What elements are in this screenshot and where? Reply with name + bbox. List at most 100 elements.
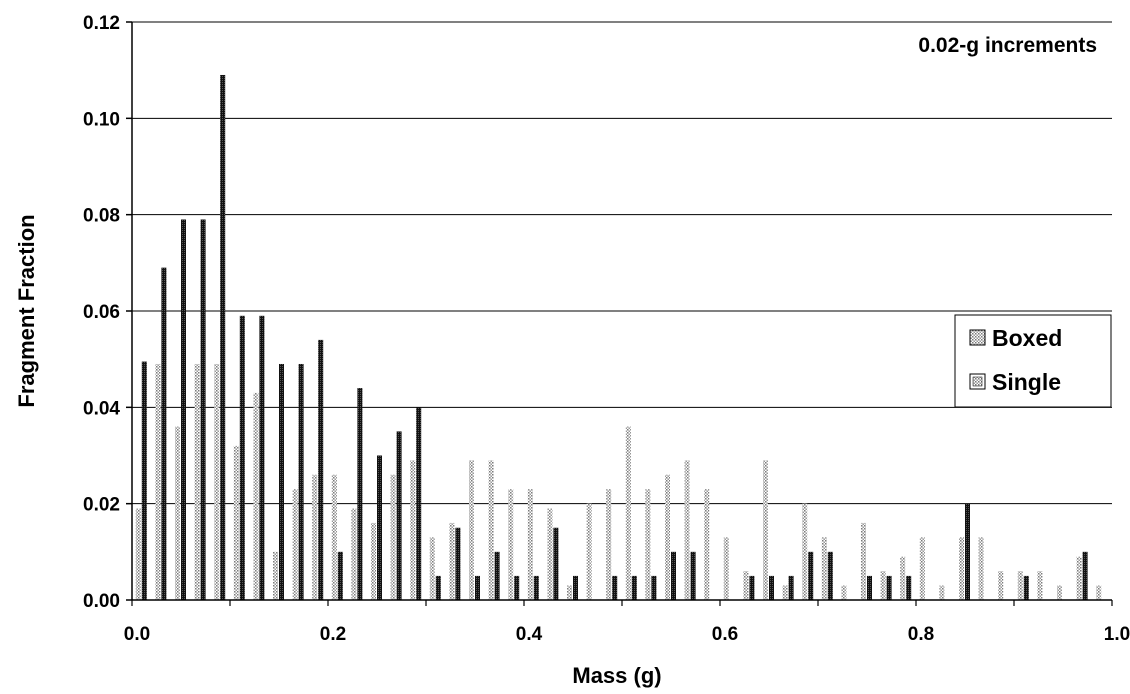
bar-boxed: [723, 537, 729, 600]
x-tick-label: 0.4: [516, 624, 543, 645]
bar-single: [357, 388, 363, 600]
bar-single: [965, 503, 970, 600]
bar-single: [181, 219, 186, 600]
bar-boxed: [900, 556, 906, 600]
bar-single: [671, 551, 676, 600]
bar-boxed: [371, 522, 376, 600]
bar-single: [141, 361, 147, 600]
bar-boxed: [645, 489, 651, 600]
x-tick-label: 0.0: [124, 624, 150, 645]
y-tick-label: 0.12: [83, 13, 120, 34]
bar-boxed: [410, 460, 416, 600]
bar-boxed: [704, 489, 710, 600]
bar-single: [220, 74, 226, 600]
legend: Boxed Single: [954, 314, 1112, 408]
bar-single: [651, 575, 657, 600]
bar-boxed: [625, 426, 631, 600]
y-tick-labels: 0.00 0.02 0.04 0.06 0.08 0.10 0.12: [83, 13, 120, 612]
bar-single: [475, 575, 480, 600]
bar-single: [161, 267, 167, 600]
increment-annotation: 0.02-g increments: [918, 34, 1097, 57]
bar-boxed: [586, 503, 592, 600]
bar-single: [377, 455, 382, 600]
grid-lines: [132, 21, 1112, 505]
bar-single: [259, 315, 265, 600]
bar-boxed: [665, 474, 670, 600]
bar-single: [279, 363, 284, 600]
bar-boxed: [841, 585, 847, 600]
bar-boxed: [1017, 571, 1023, 600]
x-tick-label: 0.2: [320, 624, 346, 645]
y-tick-label: 0.00: [83, 591, 120, 612]
y-tick-label: 0.10: [83, 109, 120, 130]
boxed-series: [135, 363, 1102, 600]
bar-single: [690, 551, 696, 600]
x-axis-title: Mass (g): [572, 663, 661, 688]
bar-boxed: [527, 489, 533, 600]
bar-single: [337, 551, 343, 600]
bar-single: [631, 575, 637, 600]
bar-boxed: [429, 537, 435, 600]
bar-boxed: [331, 474, 337, 600]
bar-boxed: [292, 489, 298, 600]
bar-boxed: [919, 537, 925, 600]
bar-single: [494, 551, 500, 600]
bar-single: [200, 219, 206, 600]
bar-boxed: [1096, 585, 1102, 600]
bar-boxed: [469, 460, 474, 600]
bar-boxed: [978, 537, 984, 600]
bar-single: [788, 575, 794, 600]
bar-single: [435, 575, 441, 600]
bar-single: [416, 407, 422, 600]
axes: [126, 21, 1113, 606]
bar-boxed: [606, 489, 612, 600]
y-tick-label: 0.02: [83, 495, 120, 516]
bar-single: [298, 363, 304, 600]
bar-single: [318, 339, 324, 600]
bar-boxed: [135, 508, 141, 600]
bar-boxed: [880, 571, 886, 600]
bar-single: [573, 575, 578, 600]
bar-boxed: [1057, 585, 1062, 600]
bar-single: [1023, 575, 1029, 600]
bar-boxed: [351, 508, 357, 600]
bar-boxed: [253, 392, 259, 600]
bar-boxed: [214, 363, 220, 600]
bar-boxed: [233, 445, 239, 600]
bar-boxed: [684, 460, 690, 600]
bar-boxed: [821, 537, 827, 600]
bar-single: [533, 575, 539, 600]
bar-boxed: [508, 489, 514, 600]
bar-boxed: [1076, 556, 1082, 600]
bar-single: [553, 527, 559, 600]
bar-single: [239, 315, 245, 600]
bar-single: [396, 431, 402, 600]
bar-single: [749, 575, 755, 600]
bar-boxed: [194, 363, 200, 600]
bar-boxed: [155, 363, 161, 600]
bar-single: [827, 551, 833, 600]
x-tick-label: 1.0: [1104, 624, 1130, 645]
bar-boxed: [1037, 571, 1043, 600]
y-tick-label: 0.08: [83, 206, 120, 227]
bar-boxed: [312, 474, 318, 600]
bar-single: [514, 575, 520, 600]
bar-boxed: [802, 503, 808, 600]
bar-single: [867, 575, 872, 600]
bar-boxed: [273, 551, 278, 600]
bar-boxed: [743, 571, 749, 600]
x-tick-label: 0.6: [712, 624, 738, 645]
bar-single: [906, 575, 912, 600]
x-tick-labels: 0.0 0.2 0.4 0.6 0.8 1.0: [124, 624, 1130, 645]
bar-single: [455, 527, 461, 600]
bar-boxed: [998, 571, 1004, 600]
bar-boxed: [861, 522, 866, 600]
legend-label-single: Single: [992, 369, 1061, 395]
legend-label-boxed: Boxed: [992, 325, 1062, 351]
bar-boxed: [547, 508, 553, 600]
bar-single: [769, 575, 774, 600]
bar-single: [612, 575, 618, 600]
bar-boxed: [763, 460, 768, 600]
x-tick-label: 0.8: [908, 624, 934, 645]
